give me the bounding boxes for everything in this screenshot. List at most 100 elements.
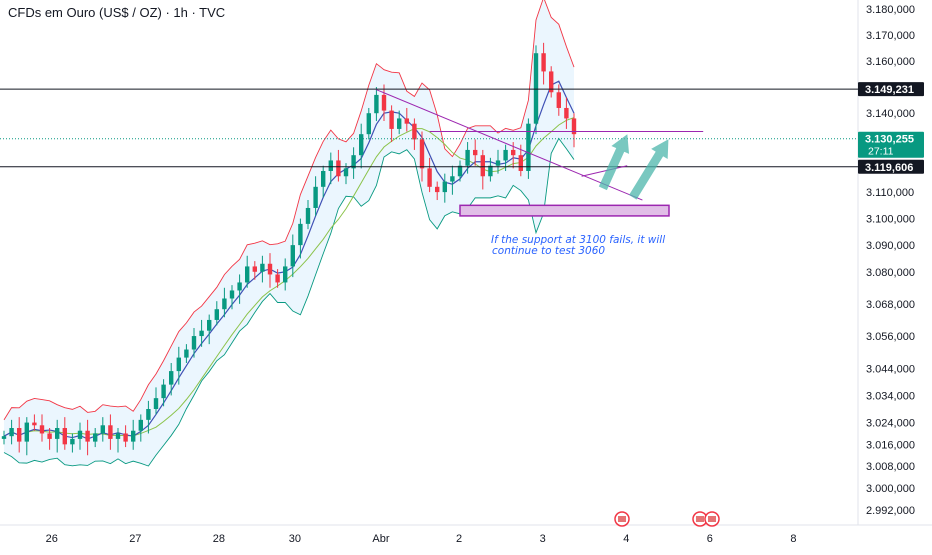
candle-body	[39, 425, 45, 434]
candle-body	[343, 168, 349, 177]
candle-body	[222, 298, 227, 310]
price-tag-bg	[858, 82, 924, 97]
candle-body	[419, 139, 425, 169]
candle-body	[321, 170, 326, 187]
y-tick-label: 3.100,000	[866, 214, 915, 226]
candle-11	[85, 419, 90, 456]
x-tick-label: Abr	[372, 533, 389, 545]
candle-body	[199, 330, 204, 337]
candle-body	[366, 113, 371, 135]
candle-1	[9, 419, 14, 445]
candle-body	[169, 371, 174, 385]
candle-43	[328, 152, 333, 185]
candle-body	[290, 245, 295, 267]
candle-50	[381, 84, 387, 122]
event-flag-stripes	[696, 516, 704, 522]
candle-body	[397, 118, 402, 129]
ma-fast-line	[3, 80, 575, 440]
candle-body	[313, 186, 318, 208]
candle-63	[480, 149, 485, 190]
candle-body	[381, 94, 387, 111]
price-tag-text: 3.149,231	[865, 84, 914, 96]
candle-body	[336, 160, 341, 177]
x-tick-label: 27	[129, 533, 141, 545]
candle-9	[70, 433, 75, 453]
candle-47	[359, 123, 364, 169]
candle-body	[427, 168, 432, 187]
price-tag-text: 3.119,606	[865, 162, 913, 174]
bollinger-upper-line	[3, 0, 575, 421]
candle-7	[55, 419, 60, 453]
candle-body	[252, 266, 257, 272]
candle-27	[207, 314, 212, 345]
candle-body	[184, 349, 189, 358]
y-tick-label: 3.008,000	[866, 461, 915, 473]
y-tick-label: 3.044,000	[866, 363, 915, 375]
candle-body	[100, 425, 105, 434]
y-tick-label: 3.056,000	[866, 331, 915, 343]
support-price-tag: 3.119,606	[858, 159, 924, 174]
candle-body	[207, 319, 212, 331]
candle-body	[526, 123, 531, 171]
candle-body	[549, 71, 554, 93]
bullish-arrow-2	[629, 139, 669, 200]
y-tick-label: 3.000,000	[866, 483, 915, 495]
candle-14	[108, 414, 113, 450]
candle-body	[267, 263, 273, 275]
candle-37	[283, 258, 288, 291]
candle-56	[427, 157, 432, 193]
candle-69	[526, 118, 531, 179]
candle-body	[229, 290, 235, 299]
candle-body	[298, 223, 303, 246]
triangle-upper-line	[376, 89, 643, 201]
candle-74	[564, 97, 569, 129]
candle-body	[138, 419, 143, 431]
price-tag-bg	[858, 159, 924, 174]
candle-30	[229, 285, 235, 310]
candle-body	[191, 336, 197, 350]
y-tick-label: 3.068,000	[866, 299, 915, 311]
candle-23	[176, 346, 181, 385]
candle-18	[138, 414, 143, 442]
candle-body	[260, 263, 265, 272]
y-tick-label: 3.110,000	[866, 187, 914, 199]
candle-body	[245, 266, 250, 283]
candle-body	[32, 422, 37, 426]
candle-38	[290, 234, 295, 278]
candle-31	[237, 274, 242, 304]
x-tick-label: 6	[707, 533, 713, 545]
candle-body	[62, 428, 67, 445]
candle-25	[191, 327, 197, 358]
candle-body	[480, 155, 485, 177]
symbol-title[interactable]: CFDs em Ouro (US$ / OZ) · 1h · TVC	[8, 5, 226, 20]
candle-70	[533, 45, 539, 135]
candle-body	[533, 53, 539, 124]
candle-48	[366, 107, 371, 140]
x-tick-label: 3	[540, 533, 546, 545]
candle-body	[1, 436, 7, 439]
candle-49	[374, 87, 379, 122]
candle-body	[85, 430, 90, 442]
y-tick-label: 3.140,000	[866, 108, 915, 120]
x-tick-label: 2	[456, 533, 462, 545]
y-tick-label: 3.034,000	[866, 390, 915, 402]
candle-body	[389, 110, 394, 129]
candle-59	[450, 165, 455, 195]
price-tag-bg	[858, 131, 924, 158]
candle-28	[214, 301, 219, 326]
candle-body	[9, 428, 14, 437]
candle-41	[313, 176, 318, 216]
candle-body	[108, 425, 113, 439]
candle-body	[564, 107, 569, 119]
chart-annotation: If the support at 3100 fails, it will co…	[491, 235, 701, 257]
candle-body	[153, 398, 159, 409]
candle-body	[518, 155, 523, 171]
y-tick-label: 2.992,000	[866, 505, 915, 517]
candle-4	[32, 414, 37, 431]
x-tick-label: 28	[213, 533, 225, 545]
candle-15	[115, 428, 121, 453]
candle-body	[442, 181, 447, 193]
candle-body	[503, 149, 508, 161]
